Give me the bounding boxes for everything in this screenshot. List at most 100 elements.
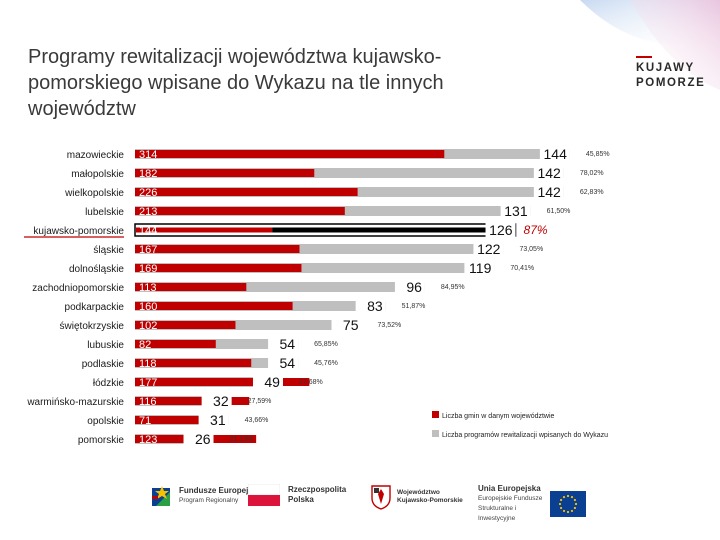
grey-value-box	[394, 279, 425, 295]
red-value-label: 123	[139, 434, 157, 446]
grey-value-label: 26	[195, 431, 211, 447]
polish-flag-icon	[248, 484, 280, 506]
red-value-label: 226	[139, 187, 157, 199]
grey-value-label: 54	[280, 336, 296, 352]
grey-value-label: 119	[469, 260, 492, 276]
red-bar	[135, 416, 205, 424]
grey-value-box	[201, 393, 232, 409]
percent-label: 61,50%	[547, 208, 571, 215]
category-label: wielkopolskie	[64, 188, 124, 199]
red-bar	[135, 340, 216, 348]
grey-value-label: 126	[489, 222, 513, 238]
grey-value-label: 54	[280, 355, 296, 371]
percent-label: 21,13%	[230, 436, 254, 443]
category-label: mazowieckie	[67, 150, 125, 161]
grey-value-box	[355, 298, 386, 314]
red-value-label: 113	[139, 282, 157, 294]
red-bar	[135, 321, 236, 329]
eu-star	[570, 509, 574, 513]
eu-star	[562, 495, 566, 499]
page-title: Programy rewitalizacji województwa kujaw…	[28, 46, 444, 120]
grey-value-label: 49	[264, 374, 280, 390]
logo-rzeczpospolita: Rzeczpospolita Polska	[248, 484, 354, 506]
red-value-label: 169	[139, 263, 157, 275]
category-label: podlaskie	[82, 359, 125, 370]
red-bar	[135, 359, 252, 367]
grey-value-box	[268, 355, 299, 371]
red-bar	[135, 378, 310, 386]
red-bar	[135, 397, 250, 405]
eu-star	[574, 502, 578, 506]
red-value-label: 144	[139, 225, 157, 237]
grey-value-label: 144	[544, 146, 568, 162]
grey-value-box	[533, 184, 564, 200]
eu-star	[570, 495, 574, 499]
category-label: zachodniopomorskie	[32, 283, 124, 294]
logo-wojewodztwo: Województwo Kujawsko-Pomorskie	[370, 484, 467, 510]
percent-label: 84,95%	[441, 284, 465, 291]
grey-value-label: 75	[343, 317, 359, 333]
grey-value-box	[485, 222, 516, 238]
rp-name: Rzeczpospolita Polska	[288, 485, 347, 504]
percent-label: 27,59%	[248, 398, 272, 405]
legend-swatch	[432, 430, 439, 437]
percent-label: 62,83%	[580, 189, 604, 196]
grey-value-box	[533, 165, 564, 181]
percent-label: 78,02%	[580, 170, 604, 177]
red-value-label: 314	[139, 149, 157, 161]
percent-label: 65,85%	[314, 341, 338, 348]
brand-accent-bar	[636, 56, 652, 58]
category-label: dolnośląskie	[69, 264, 124, 275]
eu-star	[559, 506, 563, 510]
grey-bar	[135, 168, 564, 178]
red-bar	[135, 302, 293, 310]
red-value-label: 160	[139, 301, 157, 313]
fe-name: Fundusze Europejskie	[179, 486, 264, 495]
eu-star	[573, 498, 577, 502]
category-label: lubelskie	[85, 207, 124, 218]
eu-star	[562, 509, 566, 513]
decorative-swoosh	[580, 0, 720, 90]
percent-label: 70,41%	[510, 265, 534, 272]
red-bar	[135, 188, 358, 196]
eu-star	[559, 498, 563, 502]
red-bar	[136, 227, 273, 233]
red-value-label: 182	[139, 168, 157, 180]
red-value-label: 213	[139, 206, 157, 218]
grey-value-label: 131	[504, 203, 528, 219]
red-value-label: 118	[139, 358, 157, 370]
category-label: łódzkie	[93, 378, 125, 389]
grey-value-box	[464, 260, 495, 276]
grey-value-box	[252, 374, 283, 390]
category-label: podkarpackie	[65, 302, 125, 313]
coat-of-arms-icon	[371, 485, 391, 510]
grey-value-label: 142	[537, 165, 561, 181]
legend-label: Liczba programów rewitalizacji wpisanych…	[442, 432, 608, 439]
grey-bar	[135, 320, 362, 330]
legend-label: Liczba gmin w danym województwie	[442, 413, 555, 420]
eu-star	[566, 510, 570, 514]
fe-star-icon	[152, 486, 170, 506]
red-value-label: 82	[139, 339, 151, 351]
percent-label: 43,66%	[245, 417, 269, 424]
percent-label: 51,87%	[402, 303, 426, 310]
logo-fundusze-europejskie: Fundusze Europejskie Program Regionalny	[150, 484, 264, 508]
category-label: świętokrzyskie	[60, 321, 125, 332]
grey-value-label: 31	[210, 412, 226, 428]
red-bar	[135, 264, 302, 272]
category-label: małopolskie	[71, 169, 124, 180]
eu-star	[558, 502, 562, 506]
red-bar	[135, 150, 445, 158]
grey-value-label: 122	[477, 241, 501, 257]
grey-value-box	[331, 317, 362, 333]
red-value-label: 177	[139, 377, 157, 389]
grey-value-label: 96	[406, 279, 422, 295]
brand-line-1: KUJAWY	[636, 62, 695, 74]
grey-value-label: 142	[537, 184, 561, 200]
grey-bar	[135, 263, 495, 273]
grey-bar	[135, 339, 299, 349]
grey-value-label: 83	[367, 298, 383, 314]
red-value-label: 167	[139, 244, 157, 256]
red-value-label: 102	[139, 320, 157, 332]
eu-star	[566, 494, 570, 498]
